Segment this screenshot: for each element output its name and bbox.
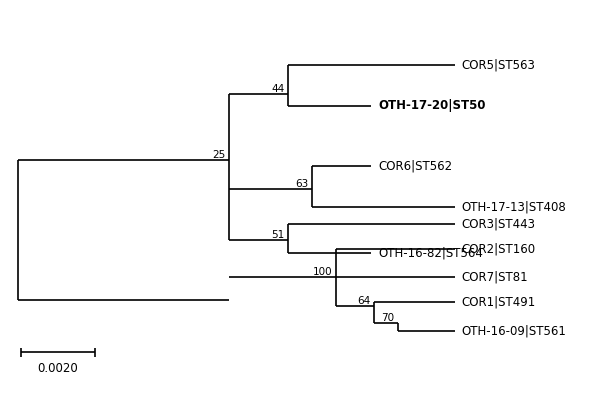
Text: 63: 63 [295, 179, 308, 189]
Text: 0.0020: 0.0020 [37, 362, 78, 375]
Text: OTH-17-13|ST408: OTH-17-13|ST408 [461, 200, 566, 213]
Text: COR5|ST563: COR5|ST563 [461, 58, 536, 71]
Text: OTH-16-09|ST561: OTH-16-09|ST561 [461, 325, 566, 338]
Text: OTH-17-20|ST50: OTH-17-20|ST50 [379, 99, 486, 112]
Text: COR6|ST562: COR6|ST562 [379, 160, 452, 173]
Text: 25: 25 [212, 150, 225, 160]
Text: 44: 44 [271, 84, 284, 94]
Text: 100: 100 [313, 267, 332, 277]
Text: 51: 51 [271, 230, 284, 240]
Text: 70: 70 [382, 313, 395, 323]
Text: 64: 64 [358, 296, 371, 306]
Text: COR2|ST160: COR2|ST160 [461, 243, 536, 256]
Text: COR7|ST81: COR7|ST81 [461, 270, 529, 283]
Text: COR3|ST443: COR3|ST443 [461, 218, 536, 231]
Text: COR1|ST491: COR1|ST491 [461, 296, 536, 309]
Text: OTH-16-82|ST564: OTH-16-82|ST564 [379, 247, 484, 260]
